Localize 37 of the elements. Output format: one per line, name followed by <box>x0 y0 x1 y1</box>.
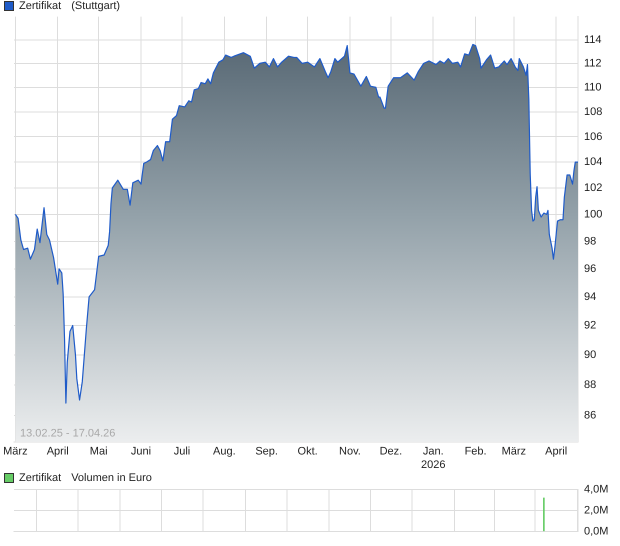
x-tick-label: Sep. <box>255 446 278 458</box>
y-tick-label: 114 <box>584 34 602 46</box>
x-tick-label: April <box>46 446 69 458</box>
annotation: 13.02.25 - 17.04.26 <box>20 428 116 440</box>
x-tick-label: April <box>545 446 568 458</box>
y-tick-label: 98 <box>584 235 596 248</box>
chart-subtitle: Volumen in Euro <box>71 472 152 484</box>
y-tick-label: 86 <box>584 409 596 422</box>
x-tick-label: Jan. 2026 <box>421 446 446 471</box>
y-tick-label: 92 <box>584 320 596 332</box>
y-tick-label: 96 <box>584 262 596 275</box>
x-tick-label: März <box>502 446 526 458</box>
y-tick-label: 108 <box>584 106 602 118</box>
y-tick-label: 106 <box>584 130 602 143</box>
x-tick-label: Aug. <box>212 446 236 458</box>
legend-label: Zertifikat <box>19 0 62 12</box>
x-tick-label: Juni <box>130 446 152 458</box>
y-tick-label: 100 <box>584 208 602 220</box>
y-tick-label: 102 <box>584 182 602 194</box>
x-tick-label: Feb. <box>464 446 487 458</box>
y-tick-label: 112 <box>584 57 602 70</box>
y-tick-label: 110 <box>584 81 602 94</box>
x-tick-label: Nov. <box>339 446 361 458</box>
x-tick-label: Mai <box>90 446 108 458</box>
chart-subtitle: (Stuttgart) <box>71 0 120 12</box>
y-tick-label: 0,0M <box>584 525 608 538</box>
x-tick-label: März <box>3 446 28 458</box>
x-tick-label: Juli <box>174 446 190 458</box>
y-tick-label: 88 <box>584 378 596 391</box>
x-tick-label: Dez. <box>380 446 402 458</box>
y-tick-label: 94 <box>584 290 596 303</box>
x-tick-label: Okt. <box>298 446 318 458</box>
y-tick-label: 2,0M <box>584 504 608 517</box>
y-tick-label: 90 <box>584 348 596 361</box>
y-tick-label: 104 <box>584 156 602 168</box>
legend-label: Zertifikat <box>19 472 62 484</box>
y-tick-label: 4,0M <box>584 484 608 496</box>
